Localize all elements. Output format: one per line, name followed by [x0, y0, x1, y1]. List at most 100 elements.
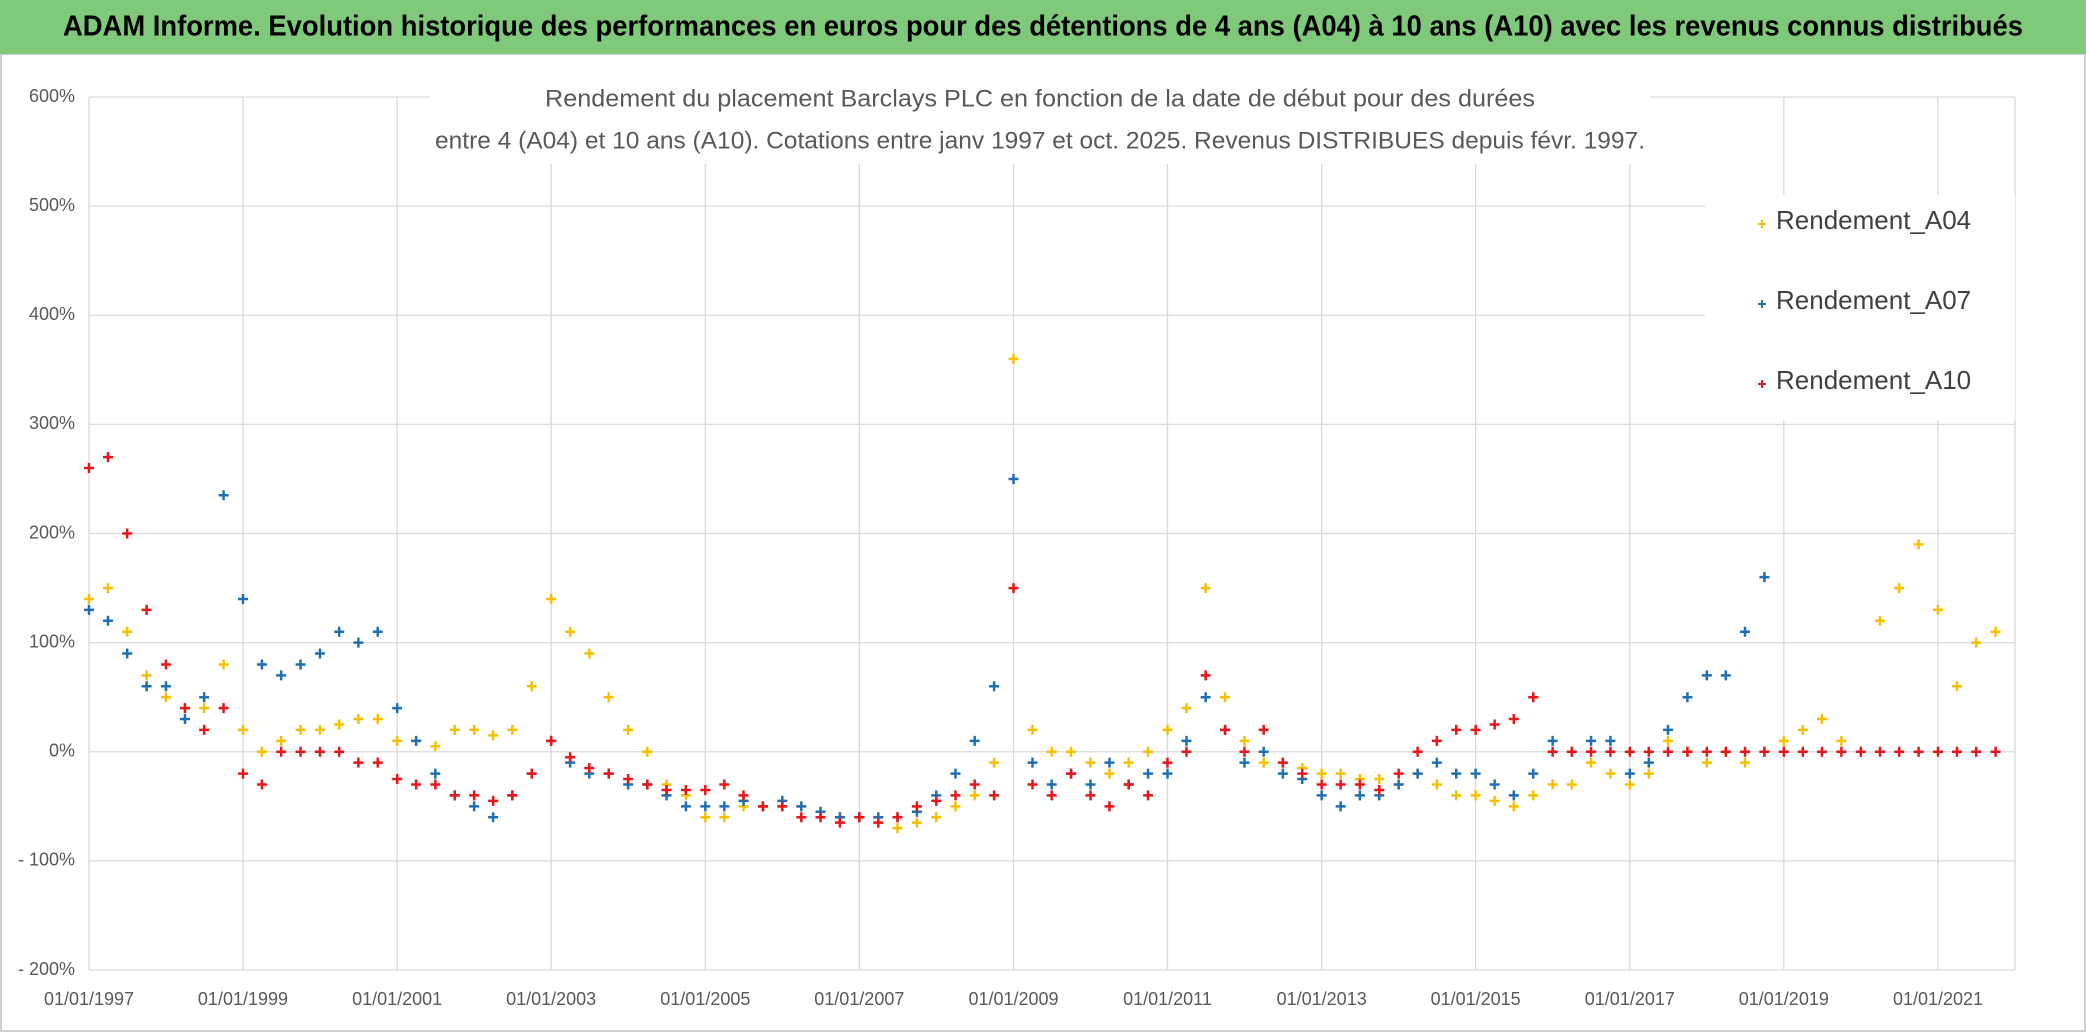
y-tick-label: - 100%: [18, 850, 75, 870]
data-point: [237, 593, 248, 604]
data-point: [1624, 768, 1635, 779]
data-point: [160, 692, 171, 703]
data-point: [488, 795, 499, 806]
data-point: [1143, 768, 1154, 779]
data-point: [989, 757, 1000, 768]
data-point: [1643, 757, 1654, 768]
x-tick-label: 01/01/2015: [1431, 989, 1521, 1009]
data-point: [1200, 583, 1211, 594]
data-point: [1239, 746, 1250, 757]
data-point: [392, 703, 403, 714]
data-point: [102, 615, 113, 626]
chart-subtitle: Rendement du placement Barclays PLC en f…: [545, 85, 1535, 112]
data-point: [950, 790, 961, 801]
data-point: [392, 774, 403, 785]
subtitle-bg: [430, 84, 1650, 164]
y-tick-label: 300%: [29, 413, 75, 433]
x-tick-label: 01/01/2013: [1277, 989, 1367, 1009]
data-point: [1316, 768, 1327, 779]
data-point: [719, 779, 730, 790]
data-point: [256, 746, 267, 757]
data-point: [1258, 724, 1269, 735]
data-point: [1528, 790, 1539, 801]
data-point: [256, 779, 267, 790]
data-point: [989, 681, 1000, 692]
data-point: [1277, 757, 1288, 768]
data-point: [1605, 735, 1616, 746]
data-point: [1566, 779, 1577, 790]
data-point: [911, 817, 922, 828]
data-point: [122, 528, 133, 539]
data-point: [815, 812, 826, 823]
data-point: [1817, 746, 1827, 757]
data-point: [892, 812, 903, 823]
data-point: [873, 817, 884, 828]
data-point: [1008, 473, 1019, 484]
data-point: [1624, 779, 1635, 790]
data-point: [1393, 768, 1404, 779]
legend-label: Rendement_A04: [1776, 205, 1971, 235]
data-point: [160, 681, 171, 692]
data-point: [1759, 746, 1770, 757]
data-point: [1085, 790, 1096, 801]
data-point: [1431, 735, 1442, 746]
data-point: [1797, 746, 1808, 757]
data-point: [1354, 790, 1365, 801]
data-point: [1971, 746, 1982, 757]
data-point: [1971, 637, 1982, 648]
data-point: [1470, 724, 1481, 735]
data-point: [1701, 757, 1712, 768]
data-point: [1990, 626, 2001, 637]
data-point: [1720, 746, 1731, 757]
data-point: [950, 768, 961, 779]
data-point: [1586, 746, 1597, 757]
x-tick-label: 01/01/2019: [1739, 989, 1829, 1009]
data-point: [642, 746, 653, 757]
data-point: [719, 812, 730, 823]
data-point: [1027, 724, 1038, 735]
y-tick-label: 100%: [29, 631, 75, 651]
x-tick-label: 01/01/2021: [1893, 989, 1983, 1009]
data-point: [1547, 735, 1558, 746]
data-point: [1393, 779, 1404, 790]
data-point: [1586, 735, 1597, 746]
data-point: [334, 746, 345, 757]
data-point: [1508, 801, 1519, 812]
data-point: [199, 692, 210, 703]
data-point: [1624, 746, 1635, 757]
data-point: [661, 784, 672, 795]
x-tick-label: 01/01/2007: [814, 989, 904, 1009]
legend-marker: [1758, 380, 1766, 388]
data-point: [1855, 746, 1866, 757]
data-point: [353, 637, 364, 648]
data-point: [1451, 790, 1462, 801]
data-point: [430, 768, 441, 779]
data-point: [1720, 670, 1731, 681]
data-point: [892, 823, 903, 834]
data-point: [1933, 604, 1944, 615]
data-point: [680, 801, 691, 812]
data-point: [1123, 757, 1134, 768]
data-point: [1143, 746, 1154, 757]
data-point: [1046, 790, 1057, 801]
data-point: [1605, 746, 1616, 757]
data-point: [1951, 746, 1962, 757]
data-point: [1200, 670, 1211, 681]
legend-marker: [1758, 300, 1766, 308]
data-point: [1701, 746, 1712, 757]
data-point: [1740, 757, 1751, 768]
data-point: [1239, 735, 1250, 746]
data-point: [757, 801, 768, 812]
y-tick-label: 400%: [29, 304, 75, 324]
data-point: [1104, 801, 1115, 812]
x-tick-label: 01/01/1999: [198, 989, 288, 1009]
data-point: [1143, 790, 1154, 801]
data-point: [199, 703, 210, 714]
data-point: [1046, 746, 1057, 757]
data-point: [1701, 670, 1712, 681]
data-point: [276, 735, 287, 746]
data-point: [1335, 779, 1346, 790]
data-point: [334, 719, 345, 730]
x-tick-label: 01/01/2009: [968, 989, 1058, 1009]
data-point: [353, 757, 364, 768]
